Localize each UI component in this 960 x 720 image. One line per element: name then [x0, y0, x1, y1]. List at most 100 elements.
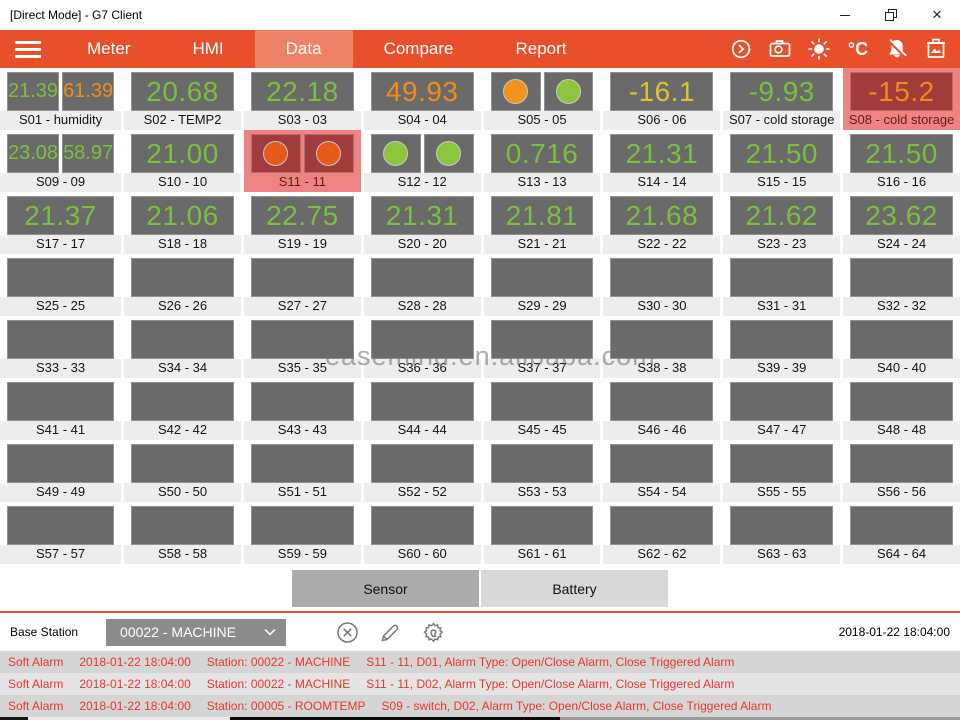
delete-image-icon[interactable]	[924, 37, 948, 61]
sensor-cell-s43[interactable]: S43 - 43	[243, 378, 361, 440]
sensor-cell-s44[interactable]: S44 - 44	[363, 378, 481, 440]
tab-sensor[interactable]: Sensor	[292, 570, 479, 607]
sensor-value-box	[250, 506, 354, 545]
tab-compare[interactable]: Compare	[383, 39, 454, 58]
tab-battery[interactable]: Battery	[481, 570, 668, 607]
sensor-cell-s04[interactable]: 49.93 S04 - 04	[363, 68, 481, 130]
sensor-cell-s05[interactable]: S05 - 05	[483, 68, 601, 130]
minimize-button[interactable]	[822, 0, 868, 30]
sensor-cell-s52[interactable]: S52 - 52	[363, 440, 481, 502]
sensor-cell-s36[interactable]: S36 - 36	[363, 316, 481, 378]
edit-icon[interactable]	[377, 619, 403, 645]
brightness-icon[interactable]	[807, 37, 831, 61]
sensor-value-box	[850, 506, 953, 545]
sensor-cell-s13[interactable]: 0.716 S13 - 13	[483, 130, 601, 192]
window-controls: ×	[822, 0, 960, 30]
sensor-cell-s12[interactable]: S12 - 12	[363, 130, 481, 192]
temperature-unit-icon[interactable]: °C	[847, 38, 869, 59]
sensor-cell-s03[interactable]: 22.18 S03 - 03	[243, 68, 361, 130]
sensor-cell-s55[interactable]: S55 - 55	[723, 440, 841, 502]
camera-icon[interactable]	[768, 37, 792, 61]
sensor-cell-s14[interactable]: 21.31 S14 - 14	[603, 130, 721, 192]
sensor-cell-s29[interactable]: S29 - 29	[483, 254, 601, 316]
sensor-label: S59 - 59	[243, 545, 361, 564]
sensor-cell-s58[interactable]: S58 - 58	[124, 502, 241, 564]
restore-button[interactable]	[868, 0, 914, 30]
sensor-cell-s61[interactable]: S61 - 61	[483, 502, 601, 564]
settings-icon[interactable]	[420, 619, 446, 645]
sensor-cell-s53[interactable]: S53 - 53	[483, 440, 601, 502]
sensor-cell-s19[interactable]: 22.75 S19 - 19	[243, 192, 361, 254]
alarm-row[interactable]: Soft Alarm 2018-01-22 18:04:00 Station: …	[0, 673, 960, 695]
sensor-display: 20.68	[124, 68, 241, 111]
sensor-display	[0, 440, 121, 483]
sensor-cell-s02[interactable]: 20.68 S02 - TEMP2	[124, 68, 241, 130]
sensor-cell-s34[interactable]: S34 - 34	[124, 316, 241, 378]
sensor-cell-s25[interactable]: S25 - 25	[0, 254, 122, 316]
sensor-cell-s27[interactable]: S27 - 27	[243, 254, 361, 316]
base-station-dropdown[interactable]: 00022 - MACHINE	[106, 618, 287, 646]
sensor-label: S26 - 26	[124, 297, 241, 316]
sensor-cell-s16[interactable]: 21.50 S16 - 16	[843, 130, 960, 192]
sensor-cell-s23[interactable]: 21.62 S23 - 23	[723, 192, 841, 254]
sensor-cell-s56[interactable]: S56 - 56	[843, 440, 960, 502]
sensor-cell-s28[interactable]: S28 - 28	[363, 254, 481, 316]
sensor-cell-s63[interactable]: S63 - 63	[723, 502, 841, 564]
sensor-cell-s57[interactable]: S57 - 57	[0, 502, 122, 564]
sensor-cell-s32[interactable]: S32 - 32	[843, 254, 960, 316]
tab-meter[interactable]: Meter	[87, 39, 131, 58]
sensor-cell-s31[interactable]: S31 - 31	[723, 254, 841, 316]
sensor-cell-s38[interactable]: S38 - 38	[603, 316, 721, 378]
sensor-cell-s46[interactable]: S46 - 46	[603, 378, 721, 440]
sensor-cell-s35[interactable]: S35 - 35	[243, 316, 361, 378]
sensor-cell-s64[interactable]: S64 - 64	[843, 502, 960, 564]
alarm-row[interactable]: Soft Alarm 2018-01-22 18:04:00 Station: …	[0, 695, 960, 717]
sensor-display: 21.81	[484, 192, 601, 235]
sensor-cell-s10[interactable]: 21.00 S10 - 10	[124, 130, 241, 192]
sensor-cell-s40[interactable]: S40 - 40	[843, 316, 960, 378]
sensor-cell-s06[interactable]: -16.1 S06 - 06	[603, 68, 721, 130]
sensor-label: S56 - 56	[843, 483, 960, 502]
sensor-cell-s30[interactable]: S30 - 30	[603, 254, 721, 316]
sensor-cell-s60[interactable]: S60 - 60	[363, 502, 481, 564]
sensor-cell-s01[interactable]: 21.39 61.39 S01 - humidity	[0, 68, 122, 130]
sensor-cell-s41[interactable]: S41 - 41	[0, 378, 122, 440]
close-button[interactable]: ×	[914, 0, 960, 30]
sensor-cell-s07[interactable]: -9.93 S07 - cold storage	[723, 68, 841, 130]
sensor-display	[723, 502, 840, 545]
sensor-cell-s50[interactable]: S50 - 50	[124, 440, 241, 502]
sensor-cell-s48[interactable]: S48 - 48	[843, 378, 960, 440]
sensor-cell-s54[interactable]: S54 - 54	[603, 440, 721, 502]
refresh-icon[interactable]	[729, 37, 753, 61]
sensor-cell-s37[interactable]: S37 - 37	[483, 316, 601, 378]
sensor-label: S44 - 44	[363, 421, 481, 440]
mute-alarm-icon[interactable]	[885, 37, 909, 61]
cancel-icon[interactable]	[334, 619, 360, 645]
sensor-cell-s47[interactable]: S47 - 47	[723, 378, 841, 440]
sensor-cell-s08[interactable]: -15.2 S08 - cold storage	[843, 68, 960, 130]
sensor-cell-s21[interactable]: 21.81 S21 - 21	[483, 192, 601, 254]
tab-data[interactable]: Data	[254, 30, 353, 68]
sensor-cell-s18[interactable]: 21.06 S18 - 18	[124, 192, 241, 254]
sensor-cell-s42[interactable]: S42 - 42	[124, 378, 241, 440]
sensor-cell-s09[interactable]: 23.08 58.97 S09 - 09	[0, 130, 122, 192]
hamburger-menu-icon[interactable]	[0, 30, 56, 68]
sensor-cell-s11[interactable]: S11 - 11	[243, 130, 361, 192]
sensor-cell-s59[interactable]: S59 - 59	[243, 502, 361, 564]
sensor-cell-s26[interactable]: S26 - 26	[124, 254, 241, 316]
sensor-cell-s45[interactable]: S45 - 45	[483, 378, 601, 440]
sensor-cell-s17[interactable]: 21.37 S17 - 17	[0, 192, 122, 254]
sensor-cell-s33[interactable]: S33 - 33	[0, 316, 122, 378]
sensor-cell-s49[interactable]: S49 - 49	[0, 440, 122, 502]
tab-hmi[interactable]: HMI	[192, 39, 224, 58]
sensor-value: -9.93	[748, 75, 815, 107]
sensor-cell-s22[interactable]: 21.68 S22 - 22	[603, 192, 721, 254]
alarm-row[interactable]: Soft Alarm 2018-01-22 18:04:00 Station: …	[0, 651, 960, 673]
sensor-cell-s51[interactable]: S51 - 51	[243, 440, 361, 502]
sensor-cell-s20[interactable]: 21.31 S20 - 20	[363, 192, 481, 254]
sensor-cell-s39[interactable]: S39 - 39	[723, 316, 841, 378]
sensor-cell-s24[interactable]: 23.62 S24 - 24	[843, 192, 960, 254]
sensor-cell-s62[interactable]: S62 - 62	[603, 502, 721, 564]
sensor-cell-s15[interactable]: 21.50 S15 - 15	[723, 130, 841, 192]
tab-report[interactable]: Report	[515, 39, 567, 58]
